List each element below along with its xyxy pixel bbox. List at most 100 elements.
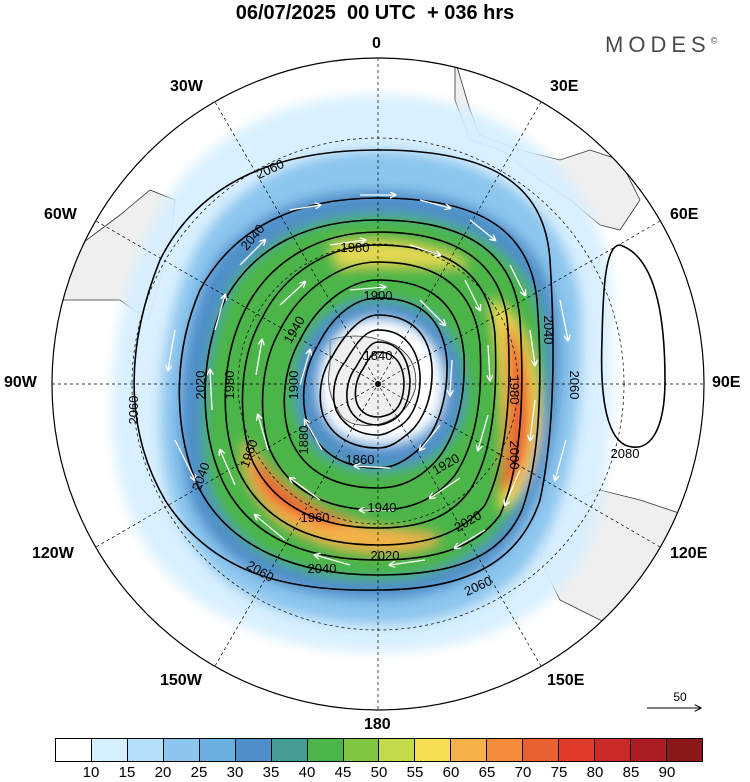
longitude-label-180: 180: [364, 716, 391, 733]
colorbar-swatch: [199, 739, 236, 761]
wind-arrow: [409, 244, 440, 255]
colorbar-tick-label: 25: [190, 764, 208, 781]
wind-arrow: [464, 279, 480, 310]
wind-arrow: [214, 295, 225, 331]
contour-label: 1980: [222, 371, 237, 400]
colorbar-tick-label: 75: [550, 764, 568, 781]
wind-arrow: [419, 299, 445, 325]
south-pole-dot: [375, 381, 381, 387]
contour-label: 2020: [193, 371, 208, 400]
wind-arrow: [168, 329, 176, 370]
contour-1880: [332, 329, 421, 436]
wind-arrow: [258, 415, 269, 451]
longitude-label-60w: 60W: [44, 206, 77, 223]
contour-1940: [283, 279, 466, 489]
contour-label: 1880: [296, 426, 311, 455]
colorbar-swatch: [487, 739, 524, 761]
wind-arrow: [290, 478, 321, 501]
colorbar-swatch: [666, 739, 702, 761]
longitude-label-120w: 120W: [32, 545, 74, 562]
contour-label: 1860: [346, 452, 375, 467]
colorbar-swatch: [271, 739, 308, 761]
contour-1900: [319, 314, 433, 449]
colorbar-tick-label: 80: [586, 764, 604, 781]
colorbar-tick-label: 60: [442, 764, 460, 781]
height-contours: [133, 149, 666, 591]
contour-label: 1960: [301, 510, 330, 525]
wind-arrow: [530, 399, 536, 440]
wind-arrow: [488, 344, 490, 380]
colorbar-tick-label: 30: [226, 764, 244, 781]
colorbar-swatch: [415, 739, 452, 761]
colorbar-swatch: [451, 739, 488, 761]
shade-55: [330, 241, 470, 268]
colorbar-tick-label: 90: [658, 764, 676, 781]
colorbar-swatch: [235, 739, 272, 761]
modes-logo: MODES©: [605, 32, 717, 58]
wind-arrow: [355, 466, 391, 468]
wind-arrow: [390, 559, 426, 565]
wind-arrow: [509, 264, 525, 295]
reference-vector-label: 50: [673, 690, 687, 704]
contour-1920: [302, 297, 448, 469]
colorbar-ticks: 10 15 20 25 30 35 40 45 50 55 60 65 70 75 80 85 90: [55, 764, 703, 782]
longitude-label-0: 0: [372, 35, 381, 52]
longitude-label-150w: 150W: [160, 672, 202, 689]
colorbar-tick-label: 40: [298, 764, 316, 781]
contour-label: 1980: [507, 376, 522, 405]
wind-arrow: [478, 414, 489, 450]
map-boundary: [51, 57, 705, 711]
polar-map: 2060 2040 1980 1900 1940 1840 2040 2060 …: [51, 57, 705, 711]
longitude-label-120e: 120E: [670, 545, 708, 562]
contour-1980: [241, 244, 497, 529]
colorbar-tick-label: 35: [262, 764, 280, 781]
wind-arrow: [255, 340, 262, 376]
contour-label: 1840: [364, 348, 393, 363]
wind-arrow: [430, 477, 461, 498]
wind-arrow: [305, 420, 323, 451]
wind-arrow: [279, 282, 305, 306]
wind-arrow: [505, 469, 521, 505]
wind-arrow: [299, 350, 310, 386]
contour-label: 1900: [364, 288, 393, 303]
colorbar-tick-label: 85: [622, 764, 640, 781]
colorbar-swatch: [595, 739, 631, 761]
longitude-label-150e: 150E: [547, 672, 585, 689]
wind-arrow: [555, 439, 567, 480]
colorbar-tick-label: 15: [118, 764, 136, 781]
wind-arrow: [419, 199, 450, 208]
contour-label: 1980: [341, 240, 370, 255]
wind-arrow: [559, 299, 568, 340]
colorbar-swatch: [559, 739, 596, 761]
contour-2060: [133, 149, 554, 591]
reference-arrow-icon: [647, 702, 705, 714]
contour-label: 2020: [371, 548, 400, 563]
longitude-label-30w: 30W: [170, 78, 203, 95]
wind-arrow: [329, 240, 365, 246]
colorbar-tick-label: 70: [514, 764, 532, 781]
wind-arrow: [450, 359, 452, 395]
contour-label: 2040: [308, 561, 337, 576]
colorbar-tick-label: 45: [334, 764, 352, 781]
contour-label: 2080: [611, 446, 640, 461]
colorbar-swatch: [56, 739, 92, 761]
shade-70-south: [254, 455, 355, 525]
contour-label: 2000: [507, 441, 522, 470]
colorbar-tick-label: 55: [406, 764, 424, 781]
colorbar-swatch: [307, 739, 344, 761]
colorbar-swatch: [379, 739, 416, 761]
brand-text: MODES: [605, 32, 711, 57]
shade-70-east: [500, 320, 531, 491]
wind-arrow: [239, 240, 265, 266]
contour-2080: [600, 244, 666, 448]
colorbar-swatch: [127, 739, 164, 761]
map-title: 06/07/2025 00 UTC + 036 hrs: [235, 2, 515, 24]
wind-arrow: [255, 515, 286, 541]
contour-label: 2040: [541, 316, 556, 345]
colorbar-tick-label: 10: [82, 764, 100, 781]
wind-arrow: [315, 555, 351, 566]
wind-arrow: [455, 529, 486, 548]
colorbar-swatch: [163, 739, 200, 761]
colorbar-swatch: [343, 739, 380, 761]
contour-2040: [178, 197, 541, 576]
